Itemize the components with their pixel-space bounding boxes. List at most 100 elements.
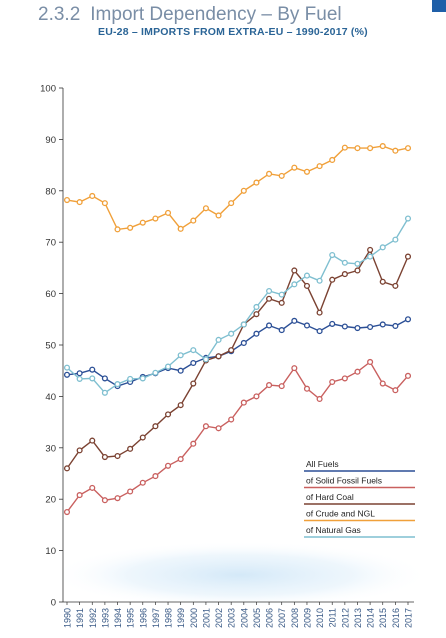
background-glow <box>50 541 430 609</box>
y-tick-label: 50 <box>45 341 56 352</box>
data-point-of-crude-and-ngl <box>127 224 134 231</box>
x-tick-label: 2004 <box>239 608 249 628</box>
data-point-of-hard-coal <box>316 309 323 316</box>
x-tick-label: 2003 <box>227 608 237 628</box>
data-point-all-fuels <box>76 370 83 377</box>
data-point-of-crude-and-ngl <box>291 164 298 171</box>
data-point-of-hard-coal <box>266 295 273 302</box>
data-point-of-crude-and-ngl <box>76 199 83 206</box>
data-point-of-natural-gas <box>190 347 197 354</box>
data-point-of-solid-fossil-fuels <box>341 375 348 382</box>
data-point-of-crude-and-ngl <box>228 200 235 207</box>
data-point-of-natural-gas <box>278 291 285 298</box>
data-point-of-crude-and-ngl <box>202 205 209 212</box>
data-point-of-solid-fossil-fuels <box>228 416 235 423</box>
data-point-of-hard-coal <box>76 447 83 454</box>
data-point-of-solid-fossil-fuels <box>89 484 96 491</box>
data-point-of-natural-gas <box>63 364 71 371</box>
data-point-all-fuels <box>101 375 108 382</box>
x-tick-label: 2016 <box>391 608 401 628</box>
data-point-of-solid-fossil-fuels <box>392 387 399 394</box>
data-point-of-crude-and-ngl <box>114 226 121 233</box>
data-point-of-crude-and-ngl <box>404 145 412 152</box>
data-point-of-hard-coal <box>291 267 298 274</box>
data-point-of-natural-gas <box>215 336 222 343</box>
x-tick-label: 1999 <box>176 608 186 628</box>
data-point-of-natural-gas <box>228 330 235 337</box>
data-point-of-solid-fossil-fuels <box>354 368 361 375</box>
data-point-of-solid-fossil-fuels <box>127 488 134 495</box>
data-point-of-hard-coal <box>152 423 159 430</box>
data-point-of-natural-gas <box>303 272 311 279</box>
data-point-of-crude-and-ngl <box>316 163 323 170</box>
data-point-of-crude-and-ngl <box>215 212 222 219</box>
data-point-of-natural-gas <box>404 215 412 222</box>
legend-label: All Fuels <box>306 459 339 469</box>
data-point-of-crude-and-ngl <box>139 219 146 226</box>
data-point-of-natural-gas <box>266 287 273 295</box>
x-tick-label: 1996 <box>138 608 148 628</box>
data-point-of-hard-coal <box>139 434 146 441</box>
data-point-of-natural-gas <box>341 259 348 266</box>
data-point-of-natural-gas <box>114 381 121 388</box>
data-point-of-hard-coal <box>392 282 399 289</box>
chart-subtitle: EU-28 – IMPORTS FROM EXTRA-EU – 1990-201… <box>98 26 368 38</box>
data-point-of-crude-and-ngl <box>89 192 96 199</box>
data-point-of-hard-coal <box>278 299 285 306</box>
data-point-of-hard-coal <box>177 402 184 409</box>
legend-label: of Solid Fossil Fuels <box>306 476 382 486</box>
corner-tab-mark <box>432 0 446 12</box>
data-point-of-solid-fossil-fuels <box>253 393 260 400</box>
data-point-of-crude-and-ngl <box>341 144 348 151</box>
data-point-of-natural-gas <box>177 352 184 359</box>
data-point-of-solid-fossil-fuels <box>379 380 386 387</box>
data-point-of-natural-gas <box>367 253 374 260</box>
series-line-of-crude-and-ngl <box>66 145 409 231</box>
data-point-all-fuels <box>392 322 399 330</box>
x-tick-label: 1992 <box>88 608 98 628</box>
data-point-of-crude-and-ngl <box>177 225 184 232</box>
y-tick-label: 100 <box>40 84 56 95</box>
data-point-of-crude-and-ngl <box>240 187 247 194</box>
data-point-of-natural-gas <box>127 375 134 382</box>
data-point-of-natural-gas <box>354 260 361 267</box>
data-point-of-crude-and-ngl <box>392 147 399 154</box>
series-line-all-fuels <box>66 318 409 387</box>
data-point-all-fuels <box>303 322 311 329</box>
data-point-of-crude-and-ngl <box>354 145 361 152</box>
x-tick-label: 2013 <box>353 608 363 628</box>
data-point-of-hard-coal <box>228 347 235 354</box>
data-point-of-natural-gas <box>253 303 260 311</box>
data-point-of-natural-gas <box>316 277 323 284</box>
legend-label: of Natural Gas <box>306 525 361 535</box>
data-point-of-crude-and-ngl <box>329 156 336 164</box>
data-point-of-hard-coal <box>329 276 336 283</box>
y-tick-label: 40 <box>45 392 56 403</box>
data-point-of-solid-fossil-fuels <box>329 378 336 386</box>
data-point-of-crude-and-ngl <box>164 209 172 216</box>
y-tick-label: 0 <box>51 598 56 609</box>
data-point-of-solid-fossil-fuels <box>215 425 222 432</box>
data-point-of-crude-and-ngl <box>367 145 374 152</box>
data-point-all-fuels <box>367 323 374 331</box>
data-point-of-solid-fossil-fuels <box>404 372 412 379</box>
data-point-of-crude-and-ngl <box>152 215 159 222</box>
y-tick-label: 30 <box>45 443 56 454</box>
data-point-of-natural-gas <box>240 321 247 328</box>
section-number: 2.3.2 <box>38 4 81 25</box>
data-point-of-solid-fossil-fuels <box>291 365 298 372</box>
data-point-all-fuels <box>316 328 323 335</box>
x-tick-label: 1993 <box>100 608 110 628</box>
data-point-of-crude-and-ngl <box>101 200 108 207</box>
series-line-of-natural-gas <box>66 218 409 394</box>
x-tick-label: 2017 <box>404 608 414 628</box>
data-point-of-solid-fossil-fuels <box>76 492 83 499</box>
data-point-of-solid-fossil-fuels <box>266 382 273 389</box>
y-tick-label: 20 <box>45 495 56 506</box>
x-tick-label: 2015 <box>378 608 388 628</box>
data-point-of-natural-gas <box>379 244 386 251</box>
data-point-all-fuels <box>240 339 247 346</box>
x-tick-label: 1998 <box>164 608 174 628</box>
data-point-all-fuels <box>89 366 96 373</box>
data-point-of-solid-fossil-fuels <box>152 473 159 480</box>
